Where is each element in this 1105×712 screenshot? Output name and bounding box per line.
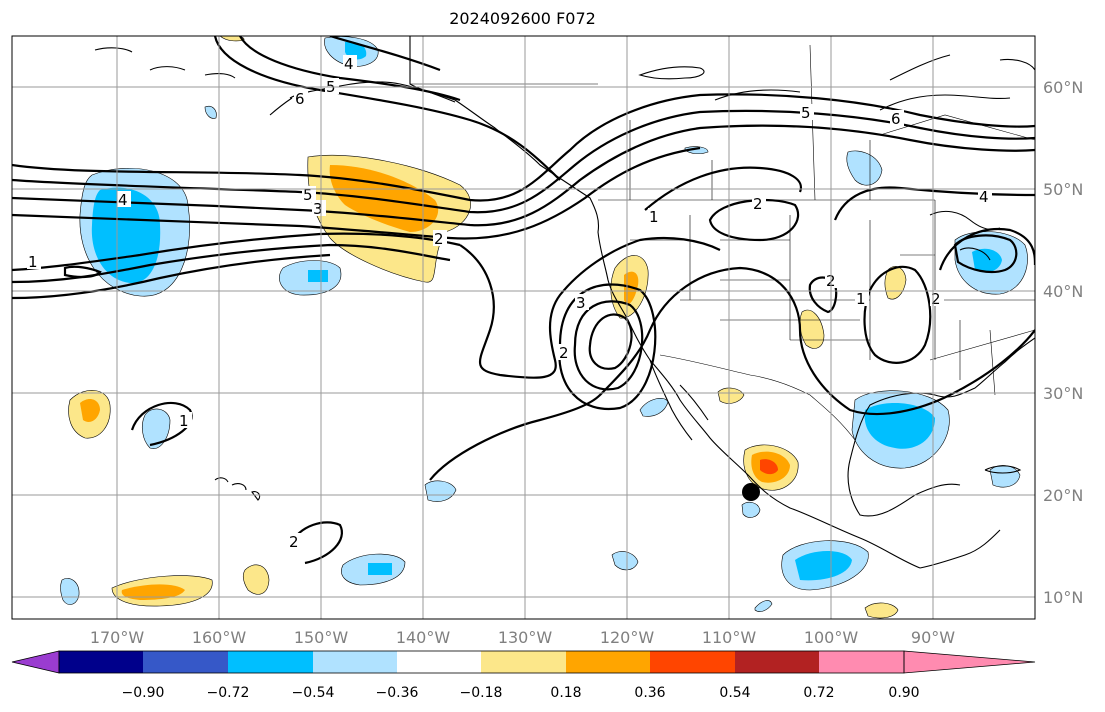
lon-label: 140°W <box>396 628 451 647</box>
colorbar-tick: 0.54 <box>719 685 750 701</box>
lat-label: 50°N <box>1043 180 1083 199</box>
lon-label: 120°W <box>600 628 655 647</box>
location-marker <box>742 483 760 501</box>
latitude-axis: 60°N 50°N 40°N 30°N 20°N 10°N <box>1043 78 1083 607</box>
colorbar-swatch <box>313 651 397 673</box>
colorbar-tick: 0.72 <box>803 685 834 701</box>
lon-label: 160°W <box>192 628 247 647</box>
colorbar-swatch <box>143 651 228 673</box>
lon-label: 100°W <box>804 628 859 647</box>
colorbar-tick: 0.36 <box>634 685 665 701</box>
colorbar-swatch <box>566 651 650 673</box>
contour-label: 6 <box>295 90 305 108</box>
contour-label-group: 4 5 6 3 4 5 2 <box>27 55 992 551</box>
contour-label: 5 <box>801 104 811 122</box>
contour-label: 3 <box>313 200 323 218</box>
contour-label: 2 <box>931 290 941 308</box>
colorbar-tick: 0.18 <box>550 685 581 701</box>
colorbar-extend-max <box>903 650 1036 674</box>
colorbar-tick: −0.18 <box>460 685 503 701</box>
lon-label: 110°W <box>702 628 757 647</box>
lat-label: 30°N <box>1043 384 1083 403</box>
contour-label: 4 <box>344 55 354 73</box>
map-frame <box>11 35 1036 620</box>
colorbar: −0.90 −0.72 −0.54 −0.36 −0.18 0.18 0.36 … <box>11 650 1036 701</box>
colorbar-swatch <box>481 651 566 673</box>
contour-label: 1 <box>856 290 866 308</box>
colorbar-tick: −0.72 <box>207 685 250 701</box>
lat-label: 10°N <box>1043 588 1083 607</box>
colorbar-swatch <box>735 651 819 673</box>
contour-label: 2 <box>753 195 763 213</box>
map-plot-area: 4 5 6 3 4 5 2 <box>12 36 1035 619</box>
colorbar-swatch <box>650 651 735 673</box>
contour-label: 3 <box>576 294 586 312</box>
contour-label: 4 <box>118 191 128 209</box>
lat-label: 60°N <box>1043 78 1083 97</box>
lon-label: 90°W <box>911 628 955 647</box>
lon-label: 150°W <box>294 628 349 647</box>
colorbar-tick: −0.90 <box>122 685 165 701</box>
map-title: 2024092600 F072 <box>449 9 596 28</box>
colorbar-tick: 0.90 <box>888 685 919 701</box>
lon-label: 130°W <box>498 628 553 647</box>
contour-lines <box>12 36 1035 565</box>
contour-label: 6 <box>891 110 901 128</box>
lat-label: 20°N <box>1043 486 1083 505</box>
contour-label: 1 <box>179 412 189 430</box>
contour-label: 5 <box>303 186 313 204</box>
colorbar-extend-min <box>11 650 60 674</box>
contour-label: 4 <box>979 188 989 206</box>
lon-label: 170°W <box>90 628 145 647</box>
graticule <box>12 36 1035 619</box>
longitude-axis: 170°W 160°W 150°W 140°W 130°W 120°W 110°… <box>90 628 955 647</box>
colorbar-tick: −0.54 <box>292 685 335 701</box>
colorbar-swatch <box>397 651 481 673</box>
contour-label: 1 <box>649 208 659 226</box>
colorbar-swatch <box>819 651 904 673</box>
colorbar-swatch <box>59 651 143 673</box>
colorbar-swatch <box>228 651 313 673</box>
lat-label: 40°N <box>1043 282 1083 301</box>
colorbar-tick: −0.36 <box>376 685 419 701</box>
contour-label: 2 <box>289 533 299 551</box>
contour-label: 2 <box>559 344 569 362</box>
contour-label: 1 <box>28 253 38 271</box>
contour-label: 2 <box>434 230 444 248</box>
